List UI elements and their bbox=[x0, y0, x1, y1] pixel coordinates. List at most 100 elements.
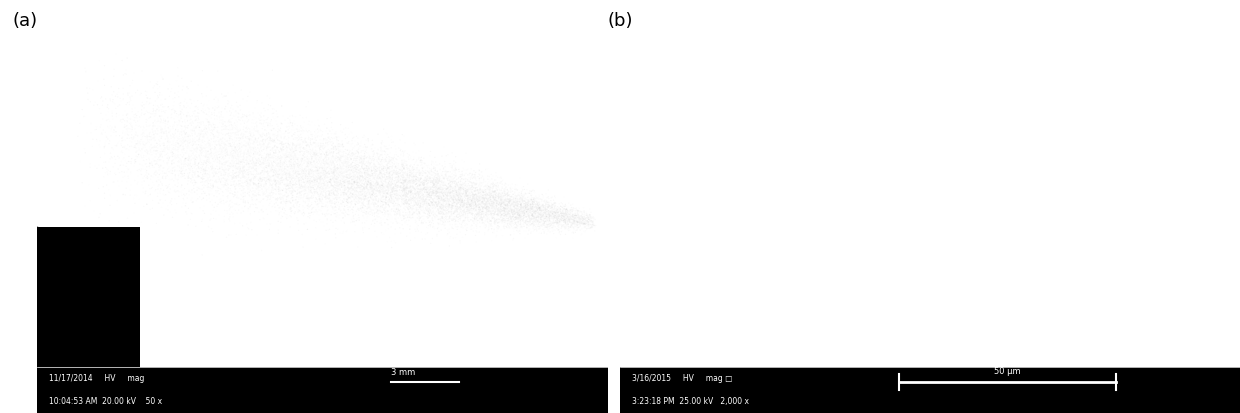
Point bbox=[200, 141, 219, 148]
Point bbox=[208, 133, 228, 139]
Point bbox=[259, 162, 279, 169]
Point bbox=[454, 210, 474, 217]
Point bbox=[374, 175, 394, 181]
Point bbox=[145, 138, 165, 144]
Point bbox=[224, 154, 244, 161]
Point bbox=[308, 171, 327, 177]
Point bbox=[165, 95, 185, 102]
Point bbox=[440, 205, 460, 211]
Point bbox=[448, 180, 467, 187]
Point bbox=[414, 185, 434, 192]
Point bbox=[213, 178, 233, 185]
Point bbox=[186, 152, 206, 159]
Point bbox=[560, 216, 580, 223]
Point bbox=[491, 227, 511, 234]
Point bbox=[198, 178, 218, 184]
Point bbox=[396, 178, 415, 185]
Point bbox=[536, 204, 556, 211]
Point bbox=[479, 220, 498, 226]
Point bbox=[279, 172, 299, 179]
Point bbox=[430, 192, 450, 198]
Point bbox=[91, 96, 110, 102]
Point bbox=[108, 115, 128, 122]
Point bbox=[210, 166, 229, 173]
Point bbox=[382, 199, 402, 206]
Point bbox=[484, 195, 503, 201]
Point bbox=[378, 169, 398, 176]
Point bbox=[283, 176, 303, 182]
Point bbox=[247, 127, 267, 133]
Point bbox=[310, 147, 330, 153]
Point bbox=[317, 162, 337, 169]
Point bbox=[394, 174, 414, 181]
Point bbox=[393, 148, 413, 155]
Point bbox=[417, 206, 436, 213]
Point bbox=[89, 100, 109, 107]
Point bbox=[472, 198, 492, 205]
Point bbox=[487, 206, 507, 213]
Point bbox=[139, 164, 159, 170]
Point bbox=[133, 176, 153, 182]
Point bbox=[427, 187, 446, 194]
Point bbox=[243, 133, 263, 140]
Point bbox=[408, 228, 428, 235]
Point bbox=[233, 190, 253, 197]
Point bbox=[232, 161, 252, 168]
Point bbox=[316, 203, 336, 209]
Point bbox=[180, 149, 200, 156]
Point bbox=[346, 167, 366, 173]
Point bbox=[410, 198, 430, 204]
Point bbox=[237, 119, 257, 126]
Point bbox=[208, 69, 228, 75]
Point bbox=[564, 230, 584, 237]
Point bbox=[165, 132, 185, 139]
Point bbox=[466, 195, 486, 202]
Point bbox=[315, 173, 335, 179]
Point bbox=[115, 128, 135, 135]
Point bbox=[539, 223, 559, 230]
Point bbox=[311, 164, 331, 171]
Point bbox=[231, 169, 250, 175]
Point bbox=[233, 147, 253, 154]
Point bbox=[252, 155, 272, 161]
Point bbox=[151, 170, 171, 177]
Point bbox=[304, 166, 324, 173]
Point bbox=[114, 140, 134, 146]
Point bbox=[226, 166, 246, 173]
Point bbox=[432, 203, 451, 209]
Point bbox=[242, 157, 262, 164]
Point bbox=[259, 162, 279, 169]
Point bbox=[219, 128, 239, 135]
Point bbox=[203, 216, 223, 222]
Point bbox=[361, 178, 381, 184]
Point bbox=[237, 120, 257, 126]
Point bbox=[482, 192, 502, 199]
Point bbox=[226, 147, 246, 153]
Point bbox=[143, 147, 162, 153]
Point bbox=[217, 194, 237, 200]
Point bbox=[355, 171, 374, 178]
Point bbox=[542, 202, 562, 209]
Point bbox=[165, 154, 185, 160]
Point bbox=[326, 176, 346, 182]
Point bbox=[151, 107, 171, 114]
Point bbox=[139, 112, 159, 118]
Point bbox=[156, 141, 176, 148]
Point bbox=[474, 205, 494, 211]
Point bbox=[517, 209, 537, 216]
Point bbox=[481, 201, 501, 207]
Point bbox=[280, 172, 300, 178]
Point bbox=[286, 185, 306, 191]
Point bbox=[311, 175, 331, 182]
Point bbox=[262, 155, 281, 161]
Point bbox=[433, 181, 453, 188]
Point bbox=[378, 189, 398, 195]
Point bbox=[184, 109, 203, 116]
Point bbox=[319, 196, 339, 203]
Point bbox=[117, 128, 136, 135]
Point bbox=[567, 223, 587, 229]
Point bbox=[239, 145, 259, 152]
Point bbox=[304, 159, 324, 165]
Point bbox=[87, 132, 107, 138]
Point bbox=[198, 146, 218, 152]
